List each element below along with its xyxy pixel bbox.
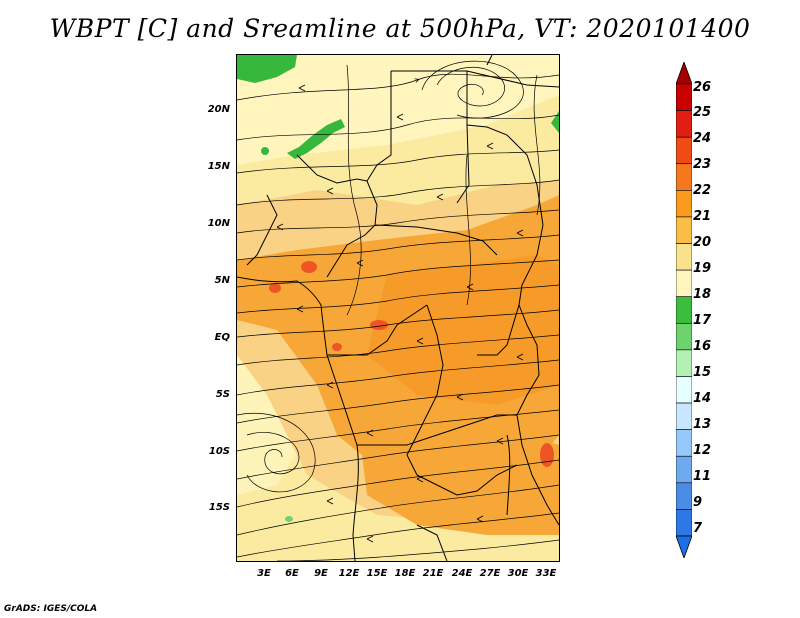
hot-spot-3 xyxy=(370,320,388,330)
field-deep-orange xyxy=(367,255,559,405)
colorbar xyxy=(676,62,692,558)
lat-tick-eq: EQ xyxy=(214,332,230,343)
cbar-label-7: 7 xyxy=(693,521,703,536)
cool-patch-east xyxy=(551,111,559,133)
lon-tick-15e: 15E xyxy=(366,568,388,579)
cbar-label-21: 21 xyxy=(693,209,712,224)
cbar-label-15: 15 xyxy=(693,365,712,380)
lon-tick-33e: 33E xyxy=(535,568,557,579)
lat-tick-10s: 10S xyxy=(208,446,230,457)
cool-patch-northwest xyxy=(237,55,297,83)
lat-tick-15n: 15N xyxy=(207,161,230,172)
cbar-label-18: 18 xyxy=(693,287,712,302)
hot-spot-1 xyxy=(301,261,317,273)
lon-tick-6e: 6E xyxy=(285,568,299,579)
colorbar-segment xyxy=(676,216,692,244)
cool-patch-north xyxy=(287,119,345,159)
grads-credit: GrADS: IGES/COLA xyxy=(4,604,98,614)
cbar-label-14: 14 xyxy=(693,391,712,406)
colorbar-segment xyxy=(676,83,692,111)
cbar-label-11: 11 xyxy=(693,469,712,484)
colorbar-bottom-arrow xyxy=(676,535,692,558)
lon-tick-27e: 27E xyxy=(479,568,501,579)
lat-tick-10n: 10N xyxy=(207,218,230,229)
lon-tick-21e: 21E xyxy=(422,568,444,579)
lat-tick-20n: 20N xyxy=(207,104,230,115)
cbar-label-25: 25 xyxy=(693,105,712,120)
colorbar-segment xyxy=(676,136,692,165)
cbar-label-24: 24 xyxy=(693,131,712,146)
lon-tick-30e: 30E xyxy=(507,568,529,579)
cbar-label-12: 12 xyxy=(693,443,712,458)
colorbar-segment xyxy=(676,322,692,351)
colorbar-segment xyxy=(676,376,692,404)
country-borders xyxy=(237,55,559,561)
colorbar-segment xyxy=(676,509,692,537)
cbar-label-17: 17 xyxy=(693,313,712,328)
cbar-label-16: 16 xyxy=(693,339,712,354)
lon-tick-12e: 12E xyxy=(338,568,360,579)
colorbar-segment xyxy=(676,110,692,138)
colorbar-segment xyxy=(676,455,692,484)
hot-spot-2 xyxy=(269,283,281,293)
colorbar-segment xyxy=(676,163,692,191)
lat-tick-5s: 5S xyxy=(215,389,230,400)
stream-arrows xyxy=(276,84,524,543)
map-field xyxy=(237,55,559,561)
cbar-label-23: 23 xyxy=(693,157,712,172)
colorbar-segment xyxy=(676,429,692,457)
lon-tick-18e: 18E xyxy=(394,568,416,579)
colorbar-segment xyxy=(676,482,692,510)
field-pale-west xyxy=(237,355,307,495)
cbar-label-13: 13 xyxy=(693,417,712,432)
cbar-label-20: 20 xyxy=(693,235,712,250)
streamlines xyxy=(237,60,559,561)
colorbar-segments xyxy=(676,83,692,537)
hot-spot-5 xyxy=(540,443,554,467)
colorbar-segment xyxy=(676,349,692,377)
colorbar-top-arrow xyxy=(676,62,692,85)
colorbar-segment xyxy=(676,269,692,298)
cool-patch-small xyxy=(261,147,269,155)
map-title: WBPT [C] and Sreamline at 500hPa, VT: 20… xyxy=(49,14,751,43)
hot-spot-4 xyxy=(332,343,342,351)
colorbar-segment xyxy=(676,402,692,430)
lat-tick-5n: 5N xyxy=(214,275,230,286)
lon-tick-9e: 9E xyxy=(314,568,328,579)
cbar-label-19: 19 xyxy=(693,261,712,276)
cbar-label-22: 22 xyxy=(693,183,712,198)
colorbar-segment xyxy=(676,190,692,218)
cbar-label-26: 26 xyxy=(693,80,712,95)
lat-tick-15s: 15S xyxy=(208,502,230,513)
colorbar-segment xyxy=(676,243,692,271)
lon-tick-24e: 24E xyxy=(451,568,473,579)
lon-tick-3e: 3E xyxy=(257,568,271,579)
colorbar-segment xyxy=(676,296,692,324)
map-panel xyxy=(236,54,560,562)
cbar-label-9: 9 xyxy=(693,495,703,510)
cool-patch-south xyxy=(285,516,293,522)
